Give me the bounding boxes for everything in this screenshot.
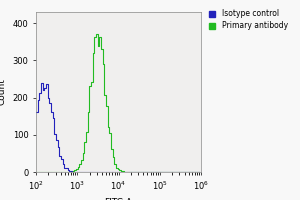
Y-axis label: Count: Count xyxy=(0,79,7,105)
Legend: Isotype control, Primary antibody: Isotype control, Primary antibody xyxy=(208,8,289,32)
X-axis label: FITC-A: FITC-A xyxy=(104,198,133,200)
